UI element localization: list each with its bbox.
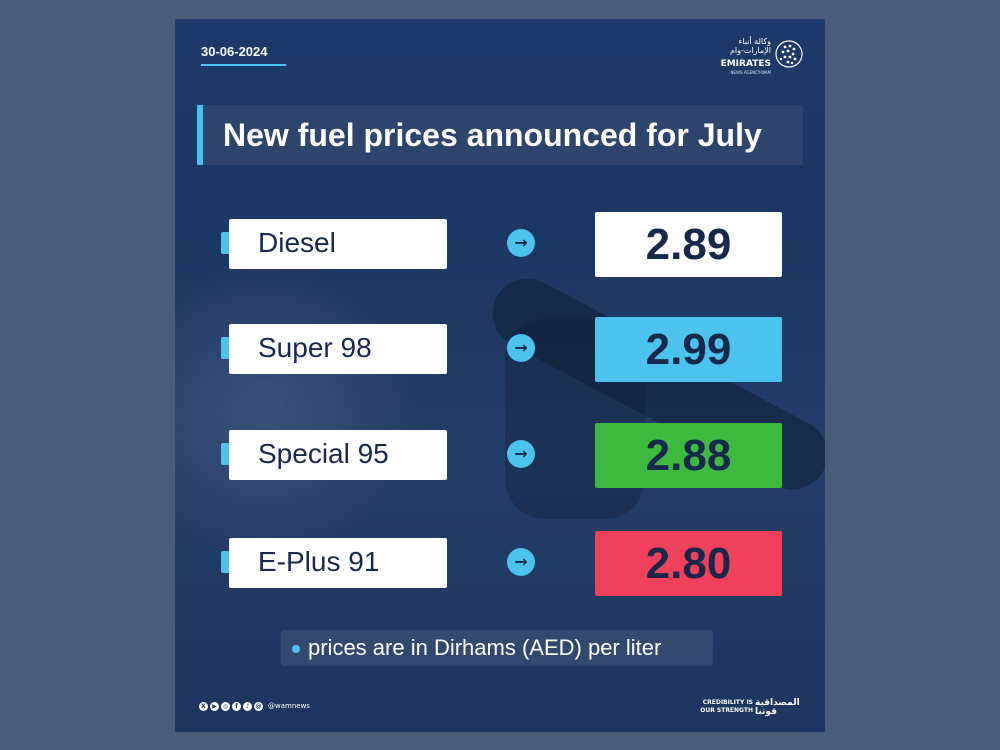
page-title: New fuel prices announced for July xyxy=(223,117,762,153)
slogan-arabic: المصداقية قوتنا xyxy=(755,699,805,717)
arrow-right-icon: → xyxy=(507,548,535,576)
facebook-icon[interactable]: f xyxy=(232,701,241,711)
youtube-icon[interactable]: ▶ xyxy=(210,701,219,711)
background-glow xyxy=(175,259,415,559)
bullet-icon xyxy=(292,645,300,653)
slogan: CREDIBILITY IS OUR STRENGTH المصداقية قو… xyxy=(695,699,805,719)
instagram-icon[interactable]: ◎ xyxy=(221,701,230,711)
arrow-right-icon: → xyxy=(507,440,535,468)
logo-arabic-text: وكالة أنباء الإمارات-وام xyxy=(729,37,771,55)
title-box: New fuel prices announced for July xyxy=(197,105,803,165)
threads-icon[interactable]: @ xyxy=(254,701,263,711)
price-value: 2.88 xyxy=(645,431,732,480)
fuel-label-box-diesel: Diesel xyxy=(229,219,447,269)
fuel-label-box-e-plus-91: E-Plus 91 xyxy=(229,538,447,588)
fuel-tab xyxy=(221,551,229,573)
fuel-name: Diesel xyxy=(258,227,336,258)
slogan-english: CREDIBILITY IS OUR STRENGTH xyxy=(695,699,753,715)
infographic-card: 30-06-2024 وكالة أنباء الإمارات-وام EMIR… xyxy=(175,19,825,732)
slogan-arabic-line-2: قوتنا xyxy=(755,707,777,717)
price-box-super-98: 2.99 xyxy=(595,317,782,382)
social-links: X ▶ ◎ f ♪ @ @wamnews xyxy=(199,699,310,713)
fuel-name: Super 98 xyxy=(258,332,372,363)
social-handle[interactable]: @wamnews xyxy=(268,702,310,710)
fuel-tab xyxy=(221,337,229,359)
logo-subtitle: NEWS AGENCY-WAM xyxy=(730,70,771,75)
slogan-english-line-2: OUR STRENGTH xyxy=(700,707,753,714)
wam-logo: وكالة أنباء الإمارات-وام EMIRATES NEWS A… xyxy=(711,37,803,79)
fuel-tab xyxy=(221,443,229,465)
globe-icon xyxy=(775,40,803,68)
price-value: 2.99 xyxy=(645,325,732,374)
logo-name: EMIRATES xyxy=(720,59,771,69)
arrow-right-icon: → xyxy=(507,334,535,362)
price-value: 2.80 xyxy=(645,539,732,588)
price-value: 2.89 xyxy=(645,220,732,269)
fuel-label-box-special-95: Special 95 xyxy=(229,430,447,480)
date: 30-06-2024 xyxy=(201,44,268,59)
fuel-label-box-super-98: Super 98 xyxy=(229,324,447,374)
unit-note-text: prices are in Dirhams (AED) per liter xyxy=(308,635,662,660)
fuel-name: E-Plus 91 xyxy=(258,546,380,577)
arrow-right-icon: → xyxy=(507,229,535,257)
slogan-arabic-line-1: المصداقية xyxy=(755,698,800,708)
price-box-diesel: 2.89 xyxy=(595,212,782,277)
fuel-name: Special 95 xyxy=(258,438,389,469)
price-box-e-plus-91: 2.80 xyxy=(595,531,782,596)
tiktok-icon[interactable]: ♪ xyxy=(243,701,252,711)
fuel-tab xyxy=(221,232,229,254)
slogan-english-line-1: CREDIBILITY IS xyxy=(702,699,753,706)
unit-note: prices are in Dirhams (AED) per liter xyxy=(281,630,713,666)
price-box-special-95: 2.88 xyxy=(595,423,782,488)
x-icon[interactable]: X xyxy=(199,701,208,711)
date-underline xyxy=(201,64,286,66)
